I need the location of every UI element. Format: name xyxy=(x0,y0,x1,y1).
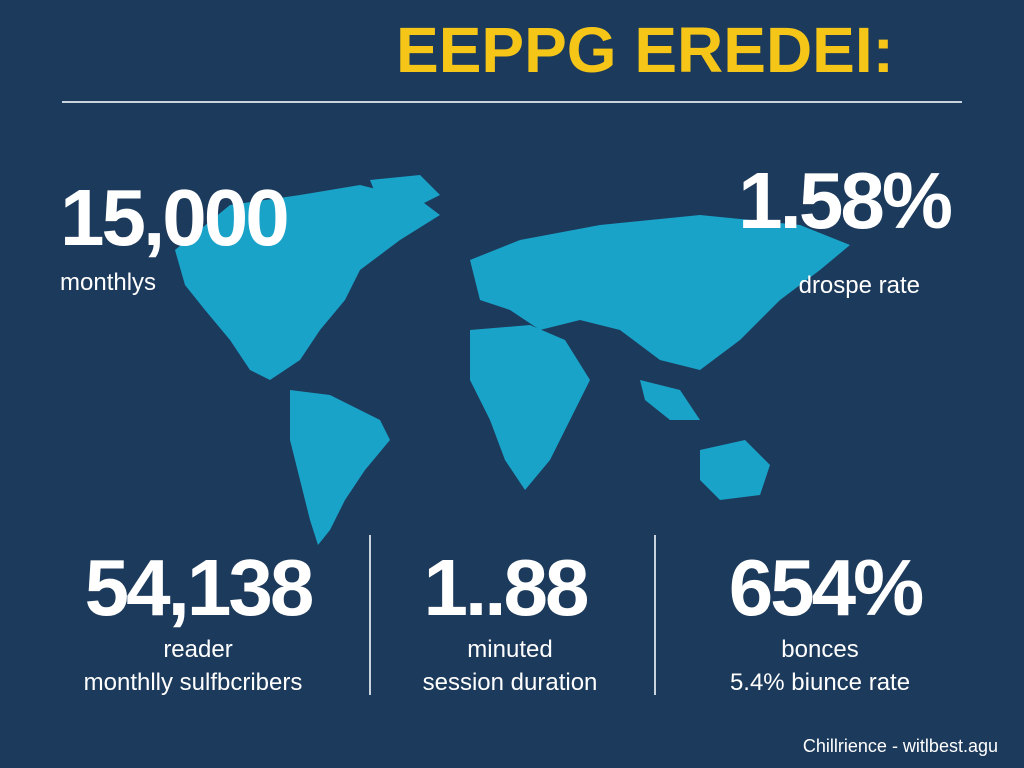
footer-source: Chillrience - witlbest.agu xyxy=(803,736,998,756)
stat-sublabel: 5.4% biunce rate xyxy=(730,669,910,696)
stat-value: 54,138 xyxy=(85,543,313,632)
stat-sublabel: monthlly sulfbcribers xyxy=(84,669,303,696)
stat-label: reader xyxy=(163,636,232,663)
stat-label: minuted xyxy=(467,636,552,663)
stat-value: 15,000 xyxy=(60,173,287,262)
title: EEPPG EREDEI: xyxy=(396,14,894,86)
world-map xyxy=(175,175,850,545)
stat-value: 1.58% xyxy=(738,156,952,245)
stat-label: monthlys xyxy=(60,269,156,296)
stat-label: bonces xyxy=(781,636,858,663)
stat-sublabel: session duration xyxy=(423,669,598,696)
stat-label: drospe rate xyxy=(799,272,920,299)
stat-value: 1..88 xyxy=(424,543,588,632)
stat-value: 654% xyxy=(729,543,923,632)
